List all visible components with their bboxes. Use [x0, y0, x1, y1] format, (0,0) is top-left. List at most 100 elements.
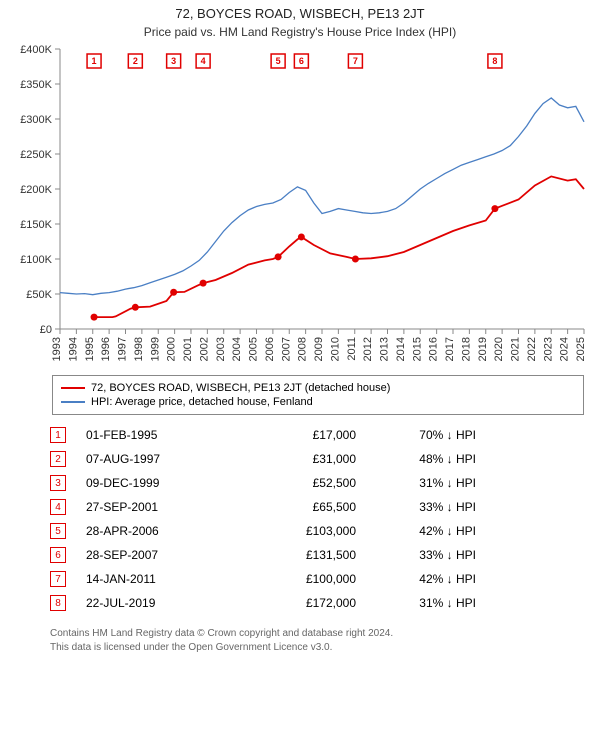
page-subtitle: Price paid vs. HM Land Registry's House … [0, 21, 600, 39]
chart-marker-num: 2 [133, 56, 138, 66]
y-tick-label: £200K [20, 184, 52, 196]
table-row: 822-JUL-2019£172,00031% ↓ HPI [50, 591, 584, 615]
transactions-table: 101-FEB-1995£17,00070% ↓ HPI207-AUG-1997… [50, 423, 584, 615]
table-row: 628-SEP-2007£131,50033% ↓ HPI [50, 543, 584, 567]
property-point [275, 253, 282, 260]
row-marker: 4 [50, 499, 66, 515]
legend-swatch [61, 387, 85, 389]
row-price: £31,000 [236, 452, 356, 466]
x-tick-label: 2020 [493, 337, 505, 361]
chart-marker-num: 6 [299, 56, 304, 66]
row-marker: 7 [50, 571, 66, 587]
property-line [94, 176, 584, 317]
x-tick-label: 2009 [313, 337, 325, 361]
x-tick-label: 2008 [297, 337, 309, 361]
property-point [170, 289, 177, 296]
row-date: 09-DEC-1999 [86, 476, 236, 490]
property-point [91, 314, 98, 321]
y-tick-label: £300K [20, 114, 52, 126]
footer-attribution: Contains HM Land Registry data © Crown c… [50, 627, 584, 654]
footer-line2: This data is licensed under the Open Gov… [50, 641, 584, 655]
chart-marker-num: 3 [171, 56, 176, 66]
chart-marker-num: 1 [92, 56, 97, 66]
hpi-line [60, 98, 584, 295]
chart-marker-num: 7 [353, 56, 358, 66]
row-price: £103,000 [236, 524, 356, 538]
row-marker: 1 [50, 427, 66, 443]
x-tick-label: 2022 [526, 337, 538, 361]
chart-marker-num: 8 [492, 56, 497, 66]
x-tick-label: 2007 [280, 337, 292, 361]
x-tick-label: 2014 [395, 337, 407, 361]
row-diff: 48% ↓ HPI [356, 452, 476, 466]
row-diff: 31% ↓ HPI [356, 596, 476, 610]
x-tick-label: 2023 [542, 337, 554, 361]
property-point [491, 205, 498, 212]
x-tick-label: 2010 [329, 337, 341, 361]
table-row: 3 09-DEC-1999£52,50031% ↓ HPI [50, 471, 584, 495]
x-tick-label: 1997 [117, 337, 129, 361]
y-tick-label: £50K [26, 289, 52, 301]
row-date: 28-APR-2006 [86, 524, 236, 538]
legend: 72, BOYCES ROAD, WISBECH, PE13 2JT (deta… [52, 375, 584, 415]
x-tick-label: 2013 [379, 337, 391, 361]
row-diff: 31% ↓ HPI [356, 476, 476, 490]
row-diff: 42% ↓ HPI [356, 524, 476, 538]
row-date: 27-SEP-2001 [86, 500, 236, 514]
x-tick-label: 2004 [231, 337, 243, 361]
x-tick-label: 2018 [460, 337, 472, 361]
x-tick-label: 2017 [444, 337, 456, 361]
y-tick-label: £0 [40, 324, 52, 336]
chart-marker-num: 4 [201, 56, 206, 66]
y-tick-label: £400K [20, 44, 52, 56]
x-tick-label: 2012 [362, 337, 374, 361]
x-tick-label: 2015 [411, 337, 423, 361]
y-tick-label: £250K [20, 149, 52, 161]
x-tick-label: 2019 [477, 337, 489, 361]
table-row: 101-FEB-1995£17,00070% ↓ HPI [50, 423, 584, 447]
x-tick-label: 1993 [51, 337, 63, 361]
y-tick-label: £100K [20, 254, 52, 266]
property-point [132, 304, 139, 311]
table-row: 4 27-SEP-2001£65,50033% ↓ HPI [50, 495, 584, 519]
x-tick-label: 1994 [67, 337, 79, 361]
table-row: 207-AUG-1997£31,00048% ↓ HPI [50, 447, 584, 471]
row-price: £52,500 [236, 476, 356, 490]
x-tick-label: 1996 [100, 337, 112, 361]
row-diff: 33% ↓ HPI [356, 500, 476, 514]
x-tick-label: 2005 [248, 337, 260, 361]
row-date: 14-JAN-2011 [86, 572, 236, 586]
row-marker: 8 [50, 595, 66, 611]
row-price: £131,500 [236, 548, 356, 562]
x-tick-label: 2000 [166, 337, 178, 361]
price-chart: £0 £50K £100K £150K £200K £250K £300K £350K £400… [0, 39, 600, 369]
row-marker: 3 [50, 475, 66, 491]
property-point [200, 280, 207, 287]
row-price: £17,000 [236, 428, 356, 442]
x-tick-label: 1995 [84, 337, 96, 361]
x-tick-label: 2002 [198, 337, 210, 361]
x-tick-label: 2021 [510, 337, 522, 361]
row-price: £65,500 [236, 500, 356, 514]
x-tick-label: 1998 [133, 337, 145, 361]
legend-swatch [61, 401, 85, 403]
x-tick-label: 2016 [428, 337, 440, 361]
x-tick-label: 2024 [559, 337, 571, 361]
y-tick-label: £350K [20, 79, 52, 91]
row-price: £172,000 [236, 596, 356, 610]
row-price: £100,000 [236, 572, 356, 586]
legend-item: 72, BOYCES ROAD, WISBECH, PE13 2JT (deta… [61, 381, 575, 395]
legend-label: 72, BOYCES ROAD, WISBECH, PE13 2JT (deta… [91, 382, 390, 394]
x-tick-label: 1999 [149, 337, 161, 361]
footer-line1: Contains HM Land Registry data © Crown c… [50, 627, 584, 641]
legend-label: HPI: Average price, detached house, Fenl… [91, 396, 313, 408]
x-tick-label: 2006 [264, 337, 276, 361]
page-title: 72, BOYCES ROAD, WISBECH, PE13 2JT [0, 0, 600, 21]
y-tick-label: £150K [20, 219, 52, 231]
row-marker: 5 [50, 523, 66, 539]
property-point [298, 233, 305, 240]
x-tick-label: 2025 [575, 337, 587, 361]
x-tick-label: 2003 [215, 337, 227, 361]
property-point [352, 256, 359, 263]
chart-marker-num: 5 [276, 56, 281, 66]
